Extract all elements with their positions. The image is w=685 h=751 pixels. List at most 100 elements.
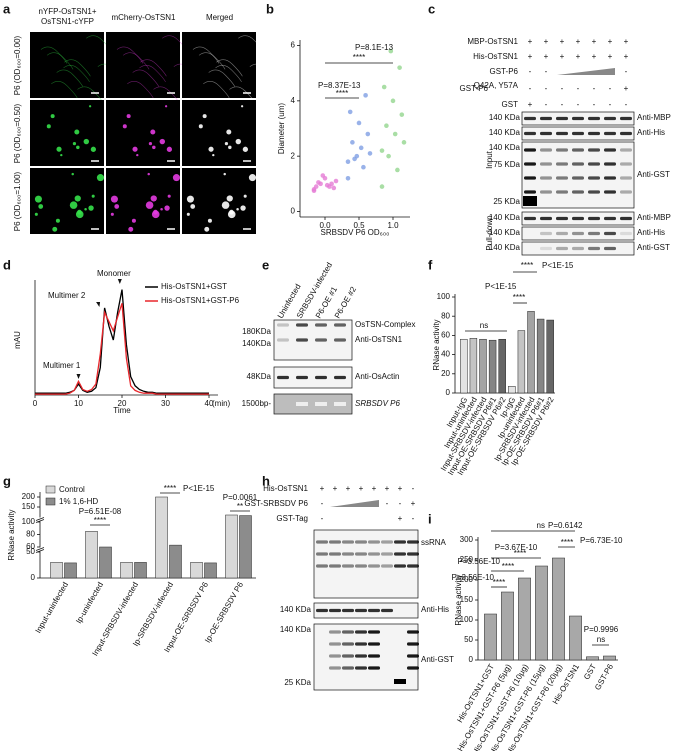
bar [484,613,497,661]
peak-label: Monomer [97,269,131,278]
lane-symbol: - [545,84,548,93]
bar [469,338,478,394]
x-axis-label: Time [113,406,131,415]
band [368,564,380,568]
band [407,552,419,556]
band [342,654,354,658]
band [540,231,552,236]
lane-symbol: - [529,84,532,93]
bar [498,338,506,394]
band [556,162,568,166]
panel-label: b [266,1,274,16]
bar [508,386,516,394]
fluorescent-spot [221,201,230,209]
bar [225,514,238,579]
bar [239,515,252,579]
band [407,630,419,634]
cell-outline [56,69,83,87]
y-tick-label: 4 [291,96,296,105]
y-tick-label: 0 [291,207,296,216]
band [620,231,632,236]
band [604,116,616,121]
data-point [392,131,398,137]
lane-symbol: - [561,100,564,109]
band [588,246,600,251]
fluorescent-spot [74,129,80,135]
band [329,654,341,658]
significance: **** [94,516,106,525]
data-point [390,98,396,104]
x-unit: (min) [212,399,231,408]
fluorescent-spot [56,146,62,152]
cell-outline [40,46,68,64]
fluorescent-spot [186,195,194,203]
p-value: P=0.0061 [223,493,258,502]
y-tick-label: 100 [437,292,451,301]
data-point [347,109,353,115]
lane-symbol: + [576,52,581,61]
cell-outline [46,52,74,70]
lane-symbol: - [609,100,612,109]
bar [99,546,112,579]
antibody-label: Anti-MBP [637,113,671,122]
lane-symbol: + [398,484,403,493]
y-tick-label: 50 [26,547,35,556]
blot [521,241,635,256]
fluorescent-spot [88,205,94,211]
bar [501,591,514,661]
data-point [397,65,402,70]
x-tick-label: 0.0 [319,221,331,230]
antibody-label: Anti-GST [637,243,670,252]
fluorescent-spot [207,218,212,223]
blot [521,141,635,209]
y-tick-label: 6 [291,41,296,50]
x-tick-label: Ip-uninfected [74,581,105,626]
band [572,190,584,194]
fluorescent-spot [153,209,158,215]
fluorescent-spot [55,218,60,223]
band [556,116,568,121]
cell-outline [198,52,226,70]
data-point [345,175,351,181]
micrograph [106,168,180,234]
lane-symbol: + [624,37,629,46]
annotation: **** [502,562,514,571]
band [588,148,600,152]
data-point [311,188,317,194]
band [355,540,367,544]
band [329,608,341,613]
band [620,216,632,221]
y-tick-label: 20 [441,369,450,378]
fluorescent-spot [164,205,170,211]
fluorescent-spot [240,105,244,108]
micrograph [182,168,256,234]
bar [552,557,565,661]
size-marker: 140 KDa [280,605,312,614]
fluorescent-spot [208,146,214,152]
fluorescent-spot [46,124,51,129]
band [334,375,346,380]
column-header: nYFP-OsTSN1+ [38,7,96,16]
significance: **** [353,53,365,62]
bar [460,338,468,394]
band [407,540,419,544]
bar [518,577,531,661]
fluorescent-spot [152,145,156,150]
axis-break [37,517,43,522]
blot [521,226,635,241]
column-header: mCherry-OsTSN1 [111,13,176,22]
blot [313,529,419,599]
band [355,564,367,568]
annotation: ns [597,635,605,644]
fluorescent-spot [159,138,166,145]
annotation: **** [514,549,526,558]
data-point [384,123,389,129]
data-point [361,164,366,170]
fluorescent-spot [110,212,114,216]
cell-outline [132,69,159,87]
cell-outline [249,63,277,81]
bar [479,338,487,394]
peak-label: Multimer 2 [48,291,86,300]
fluorescent-spot [150,129,156,135]
size-marker: 140 KDa [489,113,521,122]
